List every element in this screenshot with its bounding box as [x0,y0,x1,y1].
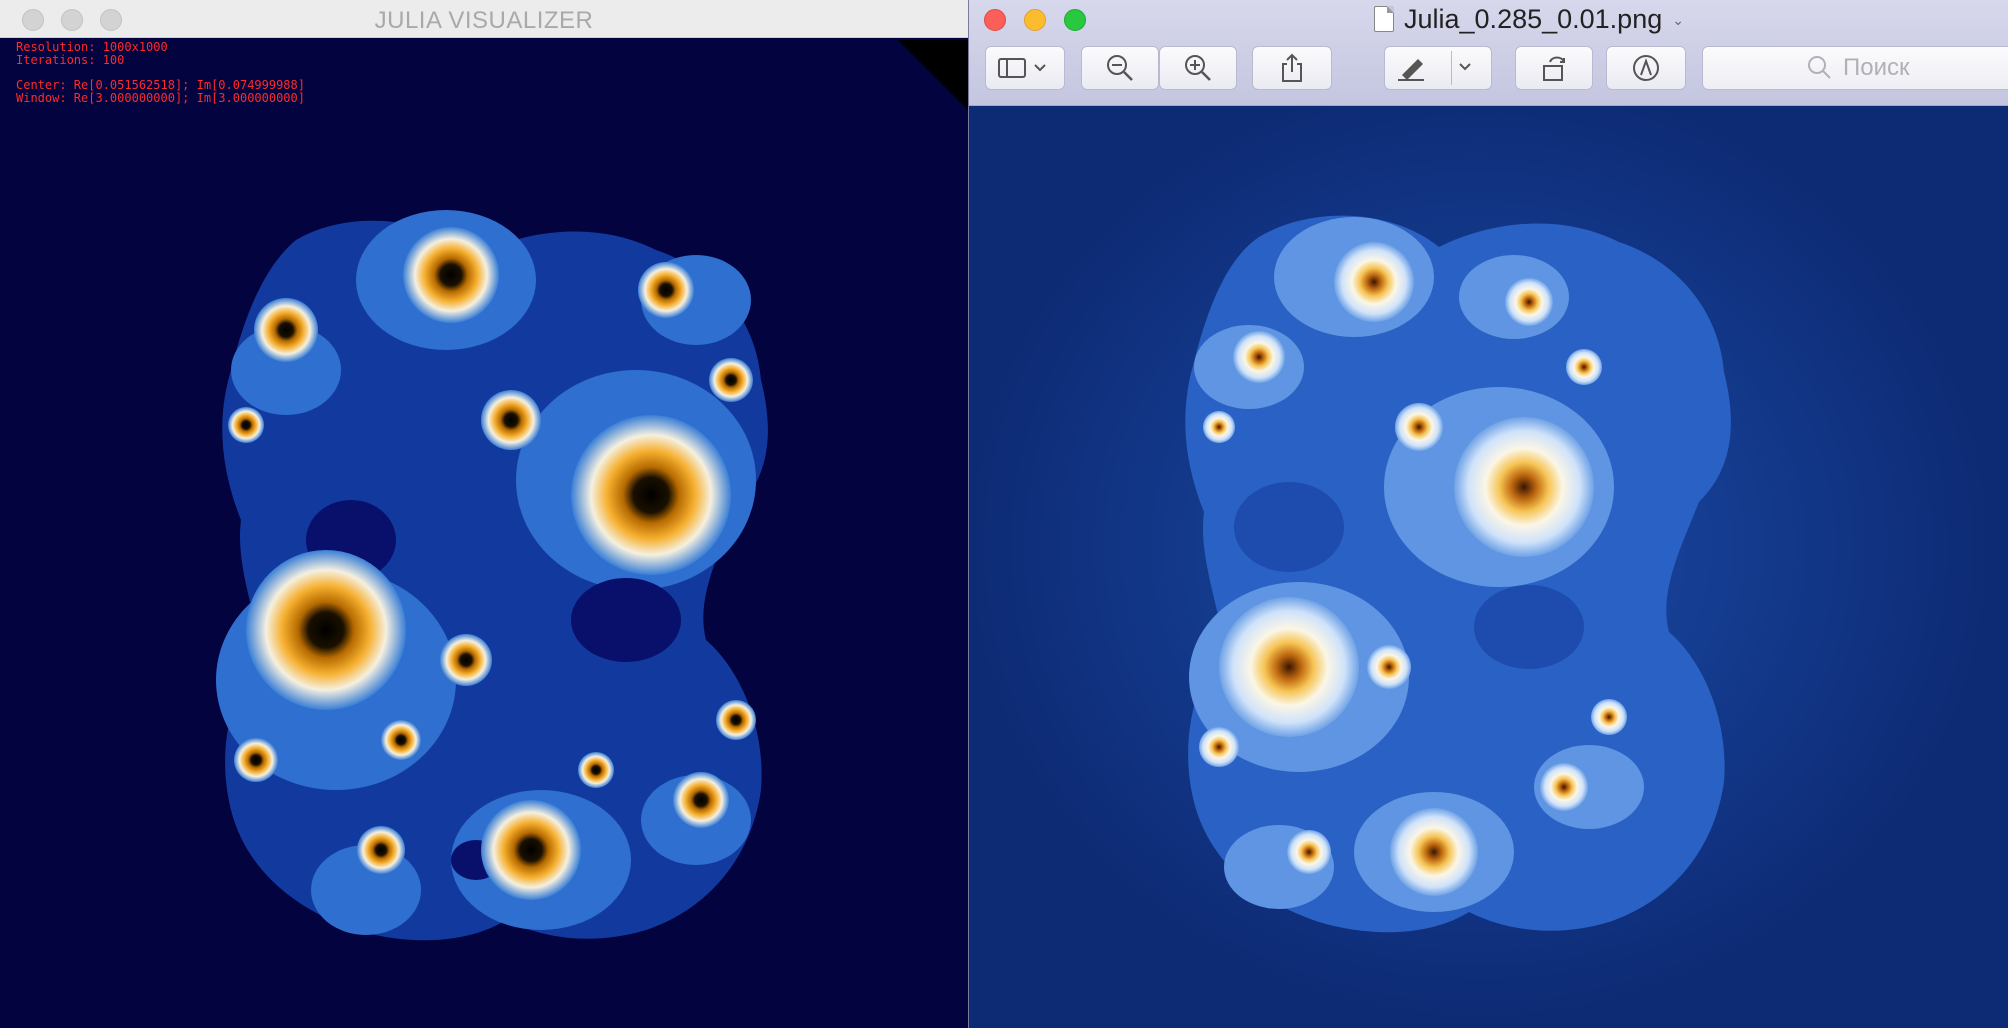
image-viewer[interactable] [969,107,2008,1028]
minimize-button[interactable] [61,9,83,31]
share-icon [1282,53,1302,82]
search-field[interactable]: Поиск [1702,46,2008,90]
pen-icon [1398,59,1471,81]
markup-circle-icon [1633,55,1659,81]
image-file-icon [1374,6,1394,32]
search-placeholder: Поиск [1843,54,1910,81]
center-label: Center: Re[0.051562518]; Im[0.074999988] [16,78,305,92]
maximize-button[interactable] [100,9,122,31]
share-button[interactable] [1252,46,1332,90]
iterations-label: Iterations: 100 [16,53,125,67]
maximize-button[interactable] [1064,9,1086,31]
close-button[interactable] [22,9,44,31]
preview-toolbar: Julia_0.285_0.01.png ⌄ [969,0,2008,106]
zoom-in-icon [1185,55,1211,81]
window-title: Julia_0.285_0.01.png [1404,3,1663,34]
sidebar-button[interactable] [985,46,1065,90]
spiral-centers [228,227,756,900]
rotate-button[interactable] [1515,46,1593,90]
rotate-icon [1543,56,1565,81]
chevron-down-icon: ⌄ [1672,13,1684,29]
sidebar-icon [998,58,1046,78]
close-button[interactable] [984,9,1006,31]
zoom-out-button[interactable] [1081,46,1159,90]
julia-visualizer-window: JULIA VISUALIZER [0,0,968,1028]
window-label: Window: Re[3.000000000]; Im[3.000000000] [16,91,305,105]
minimize-button[interactable] [1024,9,1046,31]
spiral-centers [1199,242,1627,896]
julia-png-image [1185,215,1731,933]
julia-fractal-image [216,210,768,941]
zoom-in-button[interactable] [1159,46,1237,90]
document-title[interactable]: Julia_0.285_0.01.png ⌄ [1374,2,1684,36]
window-title: JULIA VISUALIZER [374,7,594,34]
annotate-button[interactable] [1606,46,1686,90]
resolution-label: Resolution: 1000x1000 [16,40,168,54]
zoom-out-icon [1107,55,1133,81]
corner-artifact [898,40,968,110]
fractal-canvas[interactable]: Resolution: 1000x1000 Iterations: 100 Ce… [6,40,968,1028]
search-icon [1808,56,1831,79]
preview-window: Julia_0.285_0.01.png ⌄ [968,0,2008,1028]
markup-button[interactable] [1384,46,1492,90]
title-bar: JULIA VISUALIZER [0,0,968,38]
